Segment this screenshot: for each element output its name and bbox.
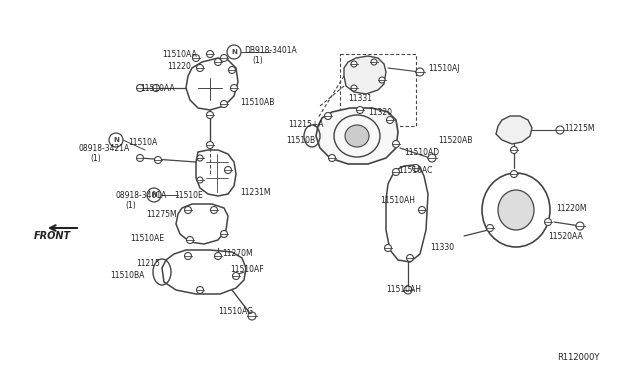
Polygon shape <box>496 116 532 144</box>
Circle shape <box>419 206 426 214</box>
Text: 11510AJ: 11510AJ <box>428 64 460 73</box>
Circle shape <box>392 169 399 176</box>
Circle shape <box>324 112 332 119</box>
Text: 11320: 11320 <box>368 108 392 116</box>
Text: 11510BA: 11510BA <box>110 272 145 280</box>
Text: (1): (1) <box>90 154 100 163</box>
Text: 11510AG: 11510AG <box>218 308 253 317</box>
Text: FRONT: FRONT <box>33 231 70 241</box>
Circle shape <box>387 116 394 124</box>
Ellipse shape <box>498 190 534 230</box>
Text: 11510AH: 11510AH <box>386 285 421 295</box>
Text: 11510B: 11510B <box>286 135 315 144</box>
Text: (1): (1) <box>252 55 263 64</box>
Circle shape <box>227 45 241 59</box>
Circle shape <box>511 170 518 177</box>
Circle shape <box>230 84 237 92</box>
Circle shape <box>193 55 200 61</box>
Circle shape <box>351 85 357 91</box>
Circle shape <box>356 106 364 113</box>
Text: 11510AB: 11510AB <box>240 97 275 106</box>
Circle shape <box>207 112 214 119</box>
Text: 08918-3401A: 08918-3401A <box>115 190 166 199</box>
Circle shape <box>371 59 377 65</box>
Circle shape <box>328 154 335 161</box>
Text: 11520AA: 11520AA <box>548 231 583 241</box>
Text: 11331: 11331 <box>348 93 372 103</box>
Circle shape <box>406 254 413 262</box>
Circle shape <box>184 253 191 260</box>
Circle shape <box>228 67 236 74</box>
Text: DB918-3401A: DB918-3401A <box>244 45 297 55</box>
Circle shape <box>154 157 161 164</box>
Text: 11510AC: 11510AC <box>398 166 433 174</box>
Circle shape <box>152 84 159 92</box>
Text: 11510AE: 11510AE <box>130 234 164 243</box>
Circle shape <box>196 286 204 294</box>
Circle shape <box>136 84 143 92</box>
Circle shape <box>184 206 191 214</box>
Ellipse shape <box>345 125 369 147</box>
Text: 11330: 11330 <box>430 244 454 253</box>
Circle shape <box>385 244 392 251</box>
Text: 11510AF: 11510AF <box>230 266 264 275</box>
Circle shape <box>197 177 203 183</box>
Text: N: N <box>113 137 119 143</box>
Text: 11215M: 11215M <box>564 124 595 132</box>
Circle shape <box>221 100 227 108</box>
Text: 11510AD: 11510AD <box>404 148 439 157</box>
Circle shape <box>404 286 412 294</box>
Circle shape <box>545 218 552 225</box>
Text: 11510E: 11510E <box>174 190 203 199</box>
Circle shape <box>214 253 221 260</box>
Circle shape <box>576 222 584 230</box>
Circle shape <box>197 155 203 161</box>
Circle shape <box>207 51 214 58</box>
Polygon shape <box>344 56 386 94</box>
Circle shape <box>413 164 419 171</box>
Circle shape <box>379 77 385 83</box>
Text: 11270M: 11270M <box>222 250 253 259</box>
Text: 11510A: 11510A <box>128 138 157 147</box>
Text: N: N <box>231 49 237 55</box>
Circle shape <box>225 167 232 173</box>
Circle shape <box>428 154 436 162</box>
Text: 11275M: 11275M <box>146 209 177 218</box>
Text: 11215: 11215 <box>136 260 160 269</box>
Text: 11215+A: 11215+A <box>288 119 323 128</box>
Circle shape <box>186 237 193 244</box>
Text: 11510AA: 11510AA <box>162 49 196 58</box>
Text: 11520AB: 11520AB <box>438 135 472 144</box>
Text: 11510AH: 11510AH <box>380 196 415 205</box>
Text: R112000Y: R112000Y <box>557 353 600 362</box>
Circle shape <box>196 64 204 71</box>
Circle shape <box>109 133 123 147</box>
Polygon shape <box>316 108 398 164</box>
Circle shape <box>486 224 493 231</box>
Circle shape <box>211 206 218 214</box>
Text: 11510AA: 11510AA <box>140 83 175 93</box>
Text: 11220: 11220 <box>167 61 191 71</box>
Circle shape <box>416 68 424 76</box>
Text: 11220M: 11220M <box>556 203 586 212</box>
Circle shape <box>147 188 161 202</box>
Circle shape <box>556 126 564 134</box>
Circle shape <box>221 55 227 61</box>
Text: (1): (1) <box>125 201 136 209</box>
Circle shape <box>136 154 143 161</box>
Circle shape <box>248 312 256 320</box>
Circle shape <box>207 141 214 148</box>
Circle shape <box>232 273 239 279</box>
Circle shape <box>221 231 227 237</box>
Circle shape <box>351 61 357 67</box>
Text: 08918-3421A: 08918-3421A <box>78 144 129 153</box>
Text: N: N <box>151 192 157 198</box>
Circle shape <box>392 141 399 148</box>
Circle shape <box>214 58 221 65</box>
Text: 11231M: 11231M <box>240 187 271 196</box>
Circle shape <box>511 147 518 154</box>
